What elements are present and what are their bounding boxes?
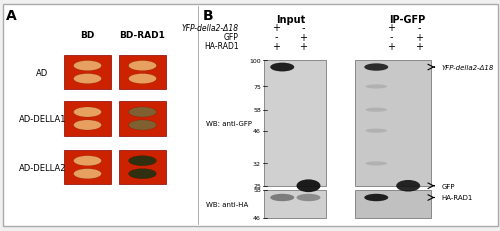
Text: YFP-della2-Δ18: YFP-della2-Δ18: [182, 24, 238, 33]
Ellipse shape: [128, 107, 156, 118]
Ellipse shape: [366, 85, 387, 89]
FancyBboxPatch shape: [119, 102, 166, 136]
Ellipse shape: [128, 156, 156, 166]
Text: 25: 25: [253, 183, 261, 188]
Text: WB: anti-HA: WB: anti-HA: [206, 201, 249, 207]
Text: YFP-della2-Δ18: YFP-della2-Δ18: [442, 65, 494, 71]
Bar: [355, 61, 431, 186]
Text: -: -: [275, 32, 278, 43]
FancyBboxPatch shape: [119, 55, 166, 90]
Ellipse shape: [74, 74, 102, 84]
Ellipse shape: [128, 74, 156, 84]
Text: 58: 58: [254, 187, 261, 192]
Ellipse shape: [74, 169, 102, 179]
Text: AD-DELLA1: AD-DELLA1: [19, 115, 66, 123]
Ellipse shape: [74, 120, 102, 131]
Text: Input: Input: [276, 15, 306, 25]
Ellipse shape: [296, 194, 320, 201]
Text: WB: anti-GFP: WB: anti-GFP: [206, 121, 252, 127]
FancyBboxPatch shape: [2, 5, 498, 226]
Ellipse shape: [74, 107, 102, 118]
Text: +: +: [415, 42, 423, 52]
Text: BD: BD: [80, 31, 94, 40]
Text: 100: 100: [250, 59, 261, 64]
Text: +: +: [388, 23, 396, 33]
Text: A: A: [6, 9, 17, 23]
Bar: [355, 190, 431, 218]
Text: GFP: GFP: [442, 183, 455, 189]
FancyBboxPatch shape: [119, 150, 166, 185]
Text: 32: 32: [253, 161, 261, 166]
Ellipse shape: [270, 194, 294, 201]
Ellipse shape: [74, 61, 102, 71]
Ellipse shape: [128, 169, 156, 179]
Ellipse shape: [270, 63, 294, 72]
Text: -: -: [390, 32, 393, 43]
Ellipse shape: [128, 120, 156, 131]
Bar: [264, 61, 326, 186]
Ellipse shape: [366, 129, 387, 133]
Text: IP-GFP: IP-GFP: [390, 15, 426, 25]
Text: AD: AD: [36, 68, 48, 77]
Ellipse shape: [364, 64, 388, 71]
Text: -: -: [417, 23, 421, 33]
Text: AD-DELLA2: AD-DELLA2: [19, 163, 66, 172]
Text: +: +: [299, 32, 307, 43]
Text: B: B: [202, 9, 213, 23]
Text: +: +: [272, 23, 280, 33]
Ellipse shape: [396, 180, 420, 192]
FancyBboxPatch shape: [64, 150, 111, 185]
Text: HA-RAD1: HA-RAD1: [204, 42, 238, 51]
FancyBboxPatch shape: [64, 102, 111, 136]
Text: +: +: [415, 32, 423, 43]
Text: +: +: [299, 42, 307, 52]
Text: HA-RAD1: HA-RAD1: [442, 195, 473, 201]
Bar: [264, 190, 326, 218]
Text: +: +: [272, 42, 280, 52]
Ellipse shape: [366, 108, 387, 112]
Ellipse shape: [128, 61, 156, 71]
Text: 75: 75: [253, 85, 261, 90]
Text: 46: 46: [253, 215, 261, 220]
Ellipse shape: [296, 180, 320, 192]
Text: GFP: GFP: [224, 33, 238, 42]
Text: 46: 46: [253, 129, 261, 134]
Ellipse shape: [364, 194, 388, 201]
Text: BD-RAD1: BD-RAD1: [120, 31, 166, 40]
Ellipse shape: [366, 162, 387, 166]
FancyBboxPatch shape: [64, 55, 111, 90]
Text: 58: 58: [254, 108, 261, 113]
Text: -: -: [301, 23, 305, 33]
Text: +: +: [388, 42, 396, 52]
Ellipse shape: [74, 156, 102, 166]
